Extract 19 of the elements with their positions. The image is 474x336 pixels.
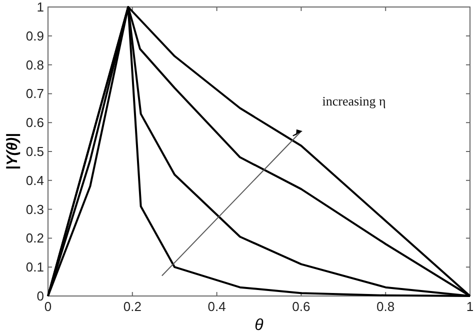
y-tick-label: 0.2	[26, 230, 44, 246]
y-tick-label: 0.3	[26, 202, 44, 217]
y-tick-label: 0.5	[26, 144, 44, 159]
y-axis-title: |Y(θ)|	[4, 133, 21, 170]
y-tick-label: 0.1	[26, 260, 44, 275]
y-tick-label: 0.9	[26, 28, 44, 44]
x-tick-label: 0.4	[208, 299, 226, 314]
x-tick-label: 0.8	[376, 299, 395, 314]
y-tick-label: 0.4	[26, 172, 44, 188]
y-tick-label: 0.7	[26, 86, 44, 102]
y-tick-label: 0	[36, 288, 44, 304]
x-tick-label: 0.6	[292, 299, 310, 314]
annotation: increasing η	[322, 93, 386, 108]
x-axis-title: θ	[254, 317, 264, 334]
y-tick-label: 0.8	[26, 57, 44, 72]
y-tick-label: 1	[36, 0, 44, 14]
x-tick-label: 0.2	[123, 299, 142, 314]
y-tick-label: 0.6	[26, 115, 44, 130]
x-tick-label: 1	[466, 299, 474, 314]
